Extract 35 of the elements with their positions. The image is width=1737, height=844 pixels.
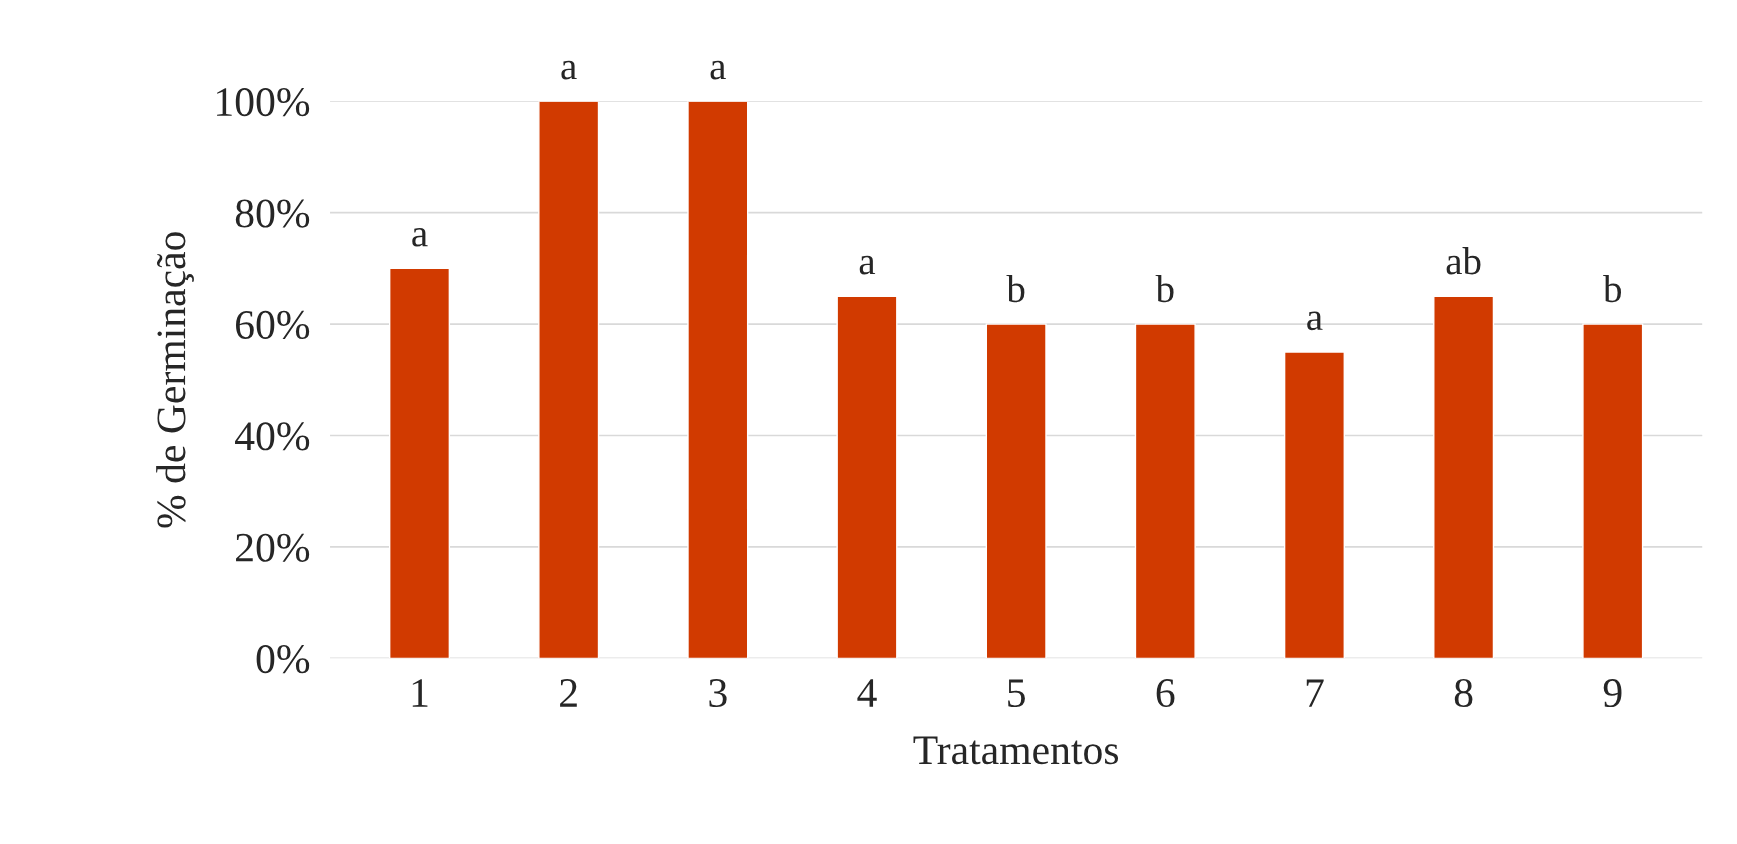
annotation: ab	[1446, 247, 1481, 275]
y-tick-label: 100%	[217, 88, 310, 117]
bar	[1433, 295, 1495, 659]
x-tick-label: 3	[709, 679, 727, 708]
x-axis-title: Tratamentos	[913, 736, 1119, 765]
y-tick-label: 0%	[256, 645, 310, 674]
bar	[687, 101, 749, 659]
bar	[1283, 351, 1345, 659]
bar	[388, 267, 451, 659]
x-tick-label: 2	[560, 679, 577, 707]
y-tick-label: 80%	[235, 199, 310, 228]
y-axis-title: % de Germinação	[156, 232, 194, 528]
y-tick-label: 60%	[236, 310, 310, 340]
annotation: a	[859, 255, 876, 275]
annotation: b	[1006, 274, 1025, 303]
annotation: a	[561, 60, 577, 80]
y-tick-label: 20%	[236, 533, 310, 562]
annotation: a	[412, 227, 428, 247]
bar	[836, 295, 898, 659]
annotation: a	[1307, 311, 1323, 331]
x-tick-label: 8	[1454, 678, 1473, 708]
annotation: b	[1155, 274, 1174, 303]
bar	[985, 323, 1047, 659]
x-tick-label: 7	[1306, 679, 1324, 707]
bar	[538, 101, 600, 659]
x-tick-label: 1	[412, 679, 428, 707]
bar	[1582, 323, 1644, 659]
annotation: a	[710, 60, 726, 80]
y-tick-label: 40%	[235, 422, 310, 451]
annotation: b	[1603, 274, 1622, 303]
x-tick-label: 5	[1008, 679, 1025, 708]
x-tick-label: 4	[857, 679, 877, 707]
x-tick-label: 6	[1156, 679, 1175, 708]
bar	[1134, 323, 1196, 659]
x-tick-label: 9	[1603, 679, 1622, 708]
